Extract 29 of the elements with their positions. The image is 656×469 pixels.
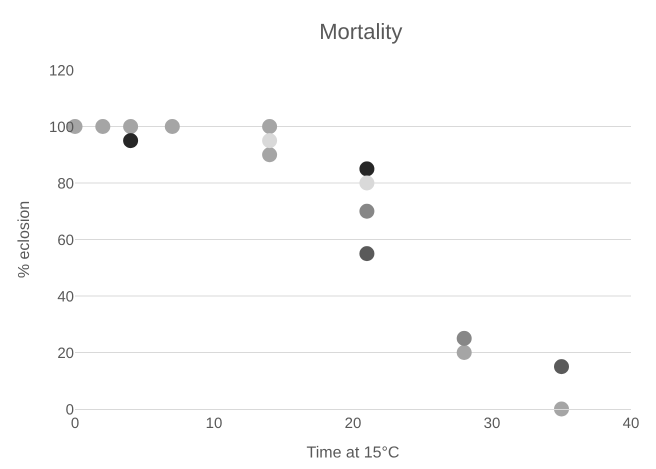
point bbox=[554, 402, 569, 416]
point bbox=[456, 330, 472, 346]
y-tick-label: 0 bbox=[66, 401, 74, 418]
point bbox=[262, 119, 278, 134]
point bbox=[164, 119, 180, 134]
y-axis-title: % eclosion bbox=[16, 200, 33, 278]
point bbox=[359, 161, 374, 176]
y-tick-label: 60 bbox=[57, 232, 74, 249]
point bbox=[262, 147, 278, 162]
point bbox=[359, 204, 374, 219]
y-tick-label: 120 bbox=[48, 62, 74, 80]
point bbox=[359, 176, 374, 190]
point bbox=[95, 119, 110, 134]
y-tick-label: 80 bbox=[57, 175, 74, 192]
x-tick-label: 40 bbox=[622, 415, 640, 432]
point bbox=[359, 246, 374, 262]
point bbox=[456, 345, 472, 360]
x-tick-label: 20 bbox=[344, 415, 362, 432]
y-tick-label: 20 bbox=[57, 344, 74, 362]
point bbox=[554, 359, 569, 374]
x-tick-label: 10 bbox=[206, 415, 222, 432]
x-axis-title: Time at 15°C bbox=[306, 444, 400, 462]
point bbox=[123, 119, 138, 134]
x-tick-label: 30 bbox=[484, 415, 500, 432]
y-tick-label: 40 bbox=[57, 288, 74, 306]
chart-title: Mortality bbox=[319, 18, 402, 44]
point bbox=[123, 133, 138, 148]
point bbox=[262, 133, 278, 148]
y-tick-label: 100 bbox=[48, 118, 74, 136]
